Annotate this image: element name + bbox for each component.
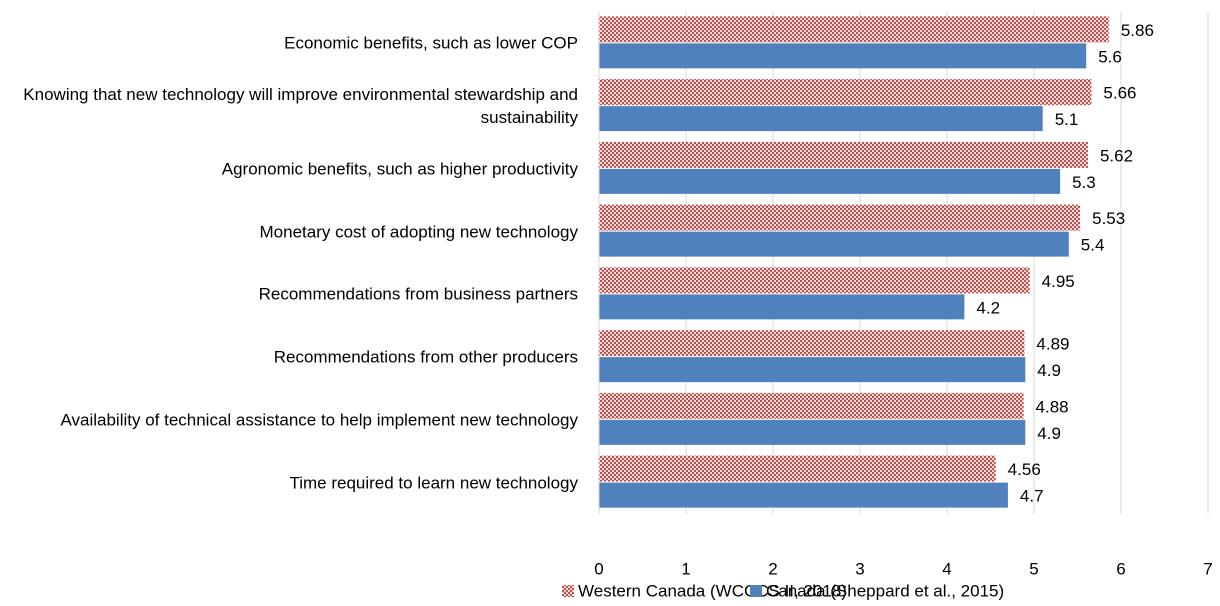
y-tick-label: Recommendations from other producers <box>273 347 578 367</box>
legend-label: Western Canada (WCCCS II, 2018) <box>578 581 847 600</box>
bar <box>599 231 1069 257</box>
bar <box>599 79 1092 106</box>
data-label: 4.9 <box>1037 424 1061 443</box>
x-tick-label: 4 <box>942 559 951 578</box>
data-label: 5.4 <box>1081 236 1105 255</box>
x-tick-label: 5 <box>1029 559 1038 578</box>
legend-label: Canada (Sheppard et al., 2015) <box>766 581 1004 600</box>
data-label: 5.62 <box>1100 146 1133 165</box>
x-tick-label: 7 <box>1203 559 1212 578</box>
data-label: 4.89 <box>1036 335 1069 354</box>
data-label: 4.56 <box>1008 460 1041 479</box>
data-label: 5.6 <box>1098 47 1122 66</box>
data-label: 5.1 <box>1055 110 1079 129</box>
x-tick-label: 6 <box>1116 559 1125 578</box>
y-tick-label: Economic benefits, such as lower COP <box>284 33 578 53</box>
data-label: 4.7 <box>1020 487 1044 506</box>
y-tick-label: Time required to learn new technology <box>289 473 578 493</box>
bar <box>599 168 1061 194</box>
data-label: 5.3 <box>1072 173 1096 192</box>
data-label: 5.66 <box>1103 84 1136 103</box>
bar <box>599 16 1109 43</box>
data-label: 4.95 <box>1042 272 1075 291</box>
bar <box>599 141 1088 168</box>
data-label: 5.86 <box>1121 21 1154 40</box>
bar <box>599 204 1081 231</box>
bar <box>599 482 1008 508</box>
y-tick-label: Knowing that new technology will improve… <box>23 85 578 128</box>
bar <box>599 267 1030 294</box>
data-label: 4.2 <box>976 298 1000 317</box>
bar <box>599 330 1025 357</box>
x-tick-label: 1 <box>681 559 690 578</box>
y-tick-label: Availability of technical assistance to … <box>60 410 578 430</box>
y-tick-label: Recommendations from business partners <box>258 284 578 304</box>
y-tick-label: Monetary cost of adopting new technology <box>259 222 578 242</box>
data-label: 5.53 <box>1092 209 1125 228</box>
bar <box>599 294 965 320</box>
y-tick-label: Agronomic benefits, such as higher produ… <box>221 159 578 179</box>
bar <box>599 419 1026 445</box>
bar <box>599 392 1024 419</box>
x-tick-label: 3 <box>855 559 864 578</box>
x-tick-label: 2 <box>768 559 777 578</box>
bar <box>599 43 1087 69</box>
data-label: 4.9 <box>1037 361 1061 380</box>
data-label: 4.88 <box>1036 397 1069 416</box>
legend-swatch <box>750 585 762 597</box>
bar <box>599 455 996 482</box>
bar <box>599 106 1043 132</box>
x-tick-label: 0 <box>594 559 603 578</box>
bar <box>599 357 1026 383</box>
legend-swatch <box>562 585 574 597</box>
